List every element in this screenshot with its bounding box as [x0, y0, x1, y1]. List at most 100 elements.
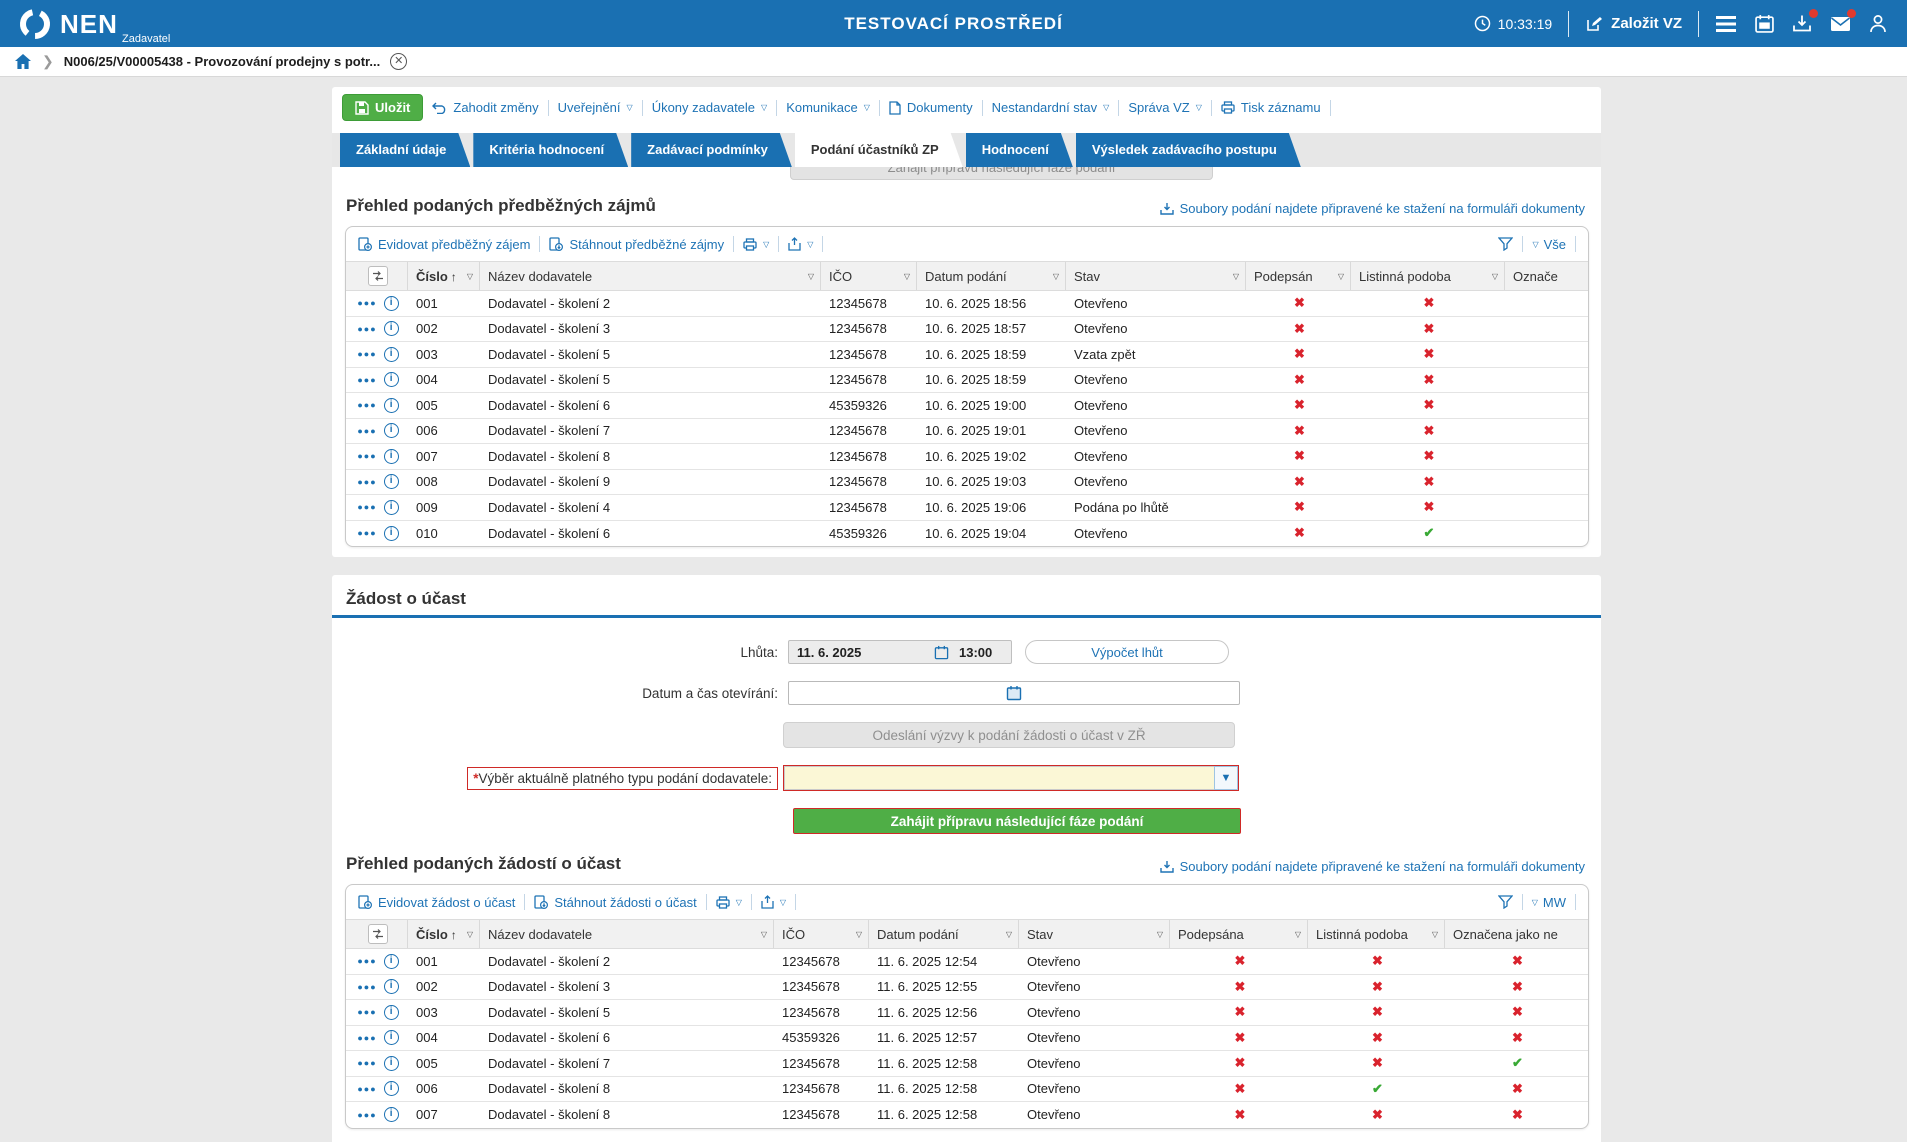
submission-type-value[interactable]	[784, 766, 1214, 790]
filter-icon[interactable]: ▽	[467, 930, 473, 939]
filter-funnel-icon[interactable]	[1498, 895, 1513, 909]
info-icon[interactable]: i	[384, 321, 399, 336]
row-menu-icon[interactable]: ●●●	[357, 1033, 376, 1043]
messages-icon[interactable]	[1829, 13, 1851, 35]
filter-icon[interactable]: ▽	[904, 272, 910, 281]
stahnout-zadosti-button[interactable]: Stáhnout žádosti o účast	[534, 895, 696, 910]
info-icon[interactable]: i	[384, 449, 399, 464]
filter-icon[interactable]: ▽	[1053, 272, 1059, 281]
close-tab-icon[interactable]: ✕	[390, 53, 407, 70]
nonstandard-state-menu[interactable]: Nestandardní stav▽	[992, 100, 1110, 115]
submission-files-link[interactable]: Soubory podání najdete připravené ke sta…	[1160, 201, 1585, 216]
tab-podani-ucastniku[interactable]: Podání účastníků ZP	[795, 133, 963, 167]
table-row[interactable]: ●●●i 009 Dodavatel - školení 4 12345678 …	[346, 495, 1588, 521]
info-icon[interactable]: i	[384, 1030, 399, 1045]
column-settings-icon[interactable]	[368, 924, 388, 944]
header-listinna[interactable]: Listinná podoba▽	[1308, 920, 1445, 948]
tab-zadavaci-podminky[interactable]: Zadávací podmínky	[631, 133, 792, 167]
submission-type-select[interactable]: ▼	[783, 765, 1239, 791]
filter-icon[interactable]: ▽	[808, 272, 814, 281]
row-menu-icon[interactable]: ●●●	[357, 349, 376, 359]
table-row[interactable]: ●●●i 001 Dodavatel - školení 2 12345678 …	[346, 291, 1588, 317]
tab-vysledek[interactable]: Výsledek zadávacího postupu	[1076, 133, 1301, 167]
table-row[interactable]: ●●●i 003 Dodavatel - školení 5 12345678 …	[346, 342, 1588, 368]
info-icon[interactable]: i	[384, 500, 399, 515]
filter-icon[interactable]: ▽	[1338, 272, 1344, 281]
table-row[interactable]: ●●●i 003 Dodavatel - školení 5 12345678 …	[346, 1000, 1588, 1026]
row-menu-icon[interactable]: ●●●	[357, 400, 376, 410]
table-row[interactable]: ●●●i 001 Dodavatel - školení 2 12345678 …	[346, 949, 1588, 975]
header-ico[interactable]: IČO▽	[774, 920, 869, 948]
print-record-button[interactable]: Tisk záznamu	[1221, 100, 1321, 115]
calc-deadlines-button[interactable]: Výpočet lhůt	[1025, 640, 1229, 664]
header-ico[interactable]: IČO▽	[821, 262, 917, 290]
filter-icon[interactable]: ▽	[1157, 930, 1163, 939]
export-table-button[interactable]: ▽	[788, 237, 813, 251]
downloads-icon[interactable]	[1791, 13, 1813, 35]
info-icon[interactable]: i	[384, 1107, 399, 1122]
row-menu-icon[interactable]: ●●●	[357, 982, 376, 992]
table-row[interactable]: ●●●i 002 Dodavatel - školení 3 12345678 …	[346, 317, 1588, 343]
header-oznacena[interactable]: Označena jako ne	[1445, 920, 1588, 948]
info-icon[interactable]: i	[384, 1005, 399, 1020]
table-row[interactable]: ●●●i 008 Dodavatel - školení 9 12345678 …	[346, 470, 1588, 496]
row-menu-icon[interactable]: ●●●	[357, 324, 376, 334]
opening-datetime-field[interactable]	[788, 681, 1240, 705]
communication-menu[interactable]: Komunikace▽	[786, 100, 870, 115]
export-table-button[interactable]: ▽	[761, 895, 786, 909]
deadline-field[interactable]: 11. 6. 2025 13:00	[788, 640, 1012, 664]
send-invite-button[interactable]: Odeslání výzvy k podání žádosti o účast …	[783, 722, 1235, 748]
info-icon[interactable]: i	[384, 979, 399, 994]
header-stav[interactable]: Stav▽	[1066, 262, 1246, 290]
start-phase-button-clipped[interactable]: Zahájit přípravu následující fáze podání	[790, 167, 1213, 180]
tab-kriteria-hodnoceni[interactable]: Kritéria hodnocení	[473, 133, 628, 167]
filter-icon[interactable]: ▽	[467, 272, 473, 281]
header-listinna[interactable]: Listinná podoba▽	[1351, 262, 1505, 290]
row-menu-icon[interactable]: ●●●	[357, 1110, 376, 1120]
save-button[interactable]: Uložit	[342, 94, 423, 121]
info-icon[interactable]: i	[384, 954, 399, 969]
row-menu-icon[interactable]: ●●●	[357, 1058, 376, 1068]
filter-icon[interactable]: ▽	[856, 930, 862, 939]
calendar-icon[interactable]	[1753, 13, 1775, 35]
table-row[interactable]: ●●●i 004 Dodavatel - školení 6 45359326 …	[346, 1026, 1588, 1052]
row-menu-icon[interactable]: ●●●	[357, 426, 376, 436]
header-oznacena[interactable]: Označe	[1505, 262, 1588, 290]
info-icon[interactable]: i	[384, 423, 399, 438]
submission-files-link[interactable]: Soubory podání najdete připravené ke sta…	[1160, 859, 1585, 874]
menu-icon[interactable]	[1715, 13, 1737, 35]
row-menu-icon[interactable]: ●●●	[357, 502, 376, 512]
table-row[interactable]: ●●●i 010 Dodavatel - školení 6 45359326 …	[346, 521, 1588, 547]
header-cislo[interactable]: Číslo↑▽	[408, 262, 480, 290]
filter-icon[interactable]: ▽	[1006, 930, 1012, 939]
start-phase-button[interactable]: Zahájit přípravu následující fáze podání	[793, 808, 1241, 834]
table-row[interactable]: ●●●i 007 Dodavatel - školení 8 12345678 …	[346, 444, 1588, 470]
column-settings-icon[interactable]	[368, 266, 388, 286]
create-vz-button[interactable]: Založit VZ	[1585, 15, 1682, 33]
deadline-time-value[interactable]: 13:00	[949, 645, 1011, 660]
print-table-button[interactable]: ▽	[716, 896, 742, 909]
row-menu-icon[interactable]: ●●●	[357, 956, 376, 966]
tab-zakladni-udaje[interactable]: Základní údaje	[340, 133, 470, 167]
info-icon[interactable]: i	[384, 526, 399, 541]
table-row[interactable]: ●●●i 007 Dodavatel - školení 8 12345678 …	[346, 1102, 1588, 1128]
view-selector[interactable]: ▽Vše	[1532, 237, 1566, 252]
info-icon[interactable]: i	[384, 398, 399, 413]
filter-icon[interactable]: ▽	[1295, 930, 1301, 939]
filter-icon[interactable]: ▽	[1492, 272, 1498, 281]
evidovat-zadost-button[interactable]: Evidovat žádost o účast	[358, 895, 515, 910]
table-row[interactable]: ●●●i 005 Dodavatel - školení 6 45359326 …	[346, 393, 1588, 419]
info-icon[interactable]: i	[384, 1056, 399, 1071]
table-row[interactable]: ●●●i 006 Dodavatel - školení 7 12345678 …	[346, 419, 1588, 445]
info-icon[interactable]: i	[384, 347, 399, 362]
home-icon[interactable]	[14, 53, 32, 70]
evidovat-predbezny-zajem-button[interactable]: Evidovat předběžný zájem	[358, 237, 530, 252]
info-icon[interactable]: i	[384, 474, 399, 489]
header-podepsan[interactable]: Podepsán▽	[1246, 262, 1351, 290]
calendar-icon[interactable]	[934, 645, 949, 660]
filter-icon[interactable]: ▽	[1432, 930, 1438, 939]
info-icon[interactable]: i	[384, 1081, 399, 1096]
breadcrumb-item[interactable]: N006/25/V00005438 - Provozování prodejny…	[64, 54, 380, 69]
header-datum[interactable]: Datum podání▽	[917, 262, 1066, 290]
header-nazev[interactable]: Název dodavatele▽	[480, 920, 774, 948]
